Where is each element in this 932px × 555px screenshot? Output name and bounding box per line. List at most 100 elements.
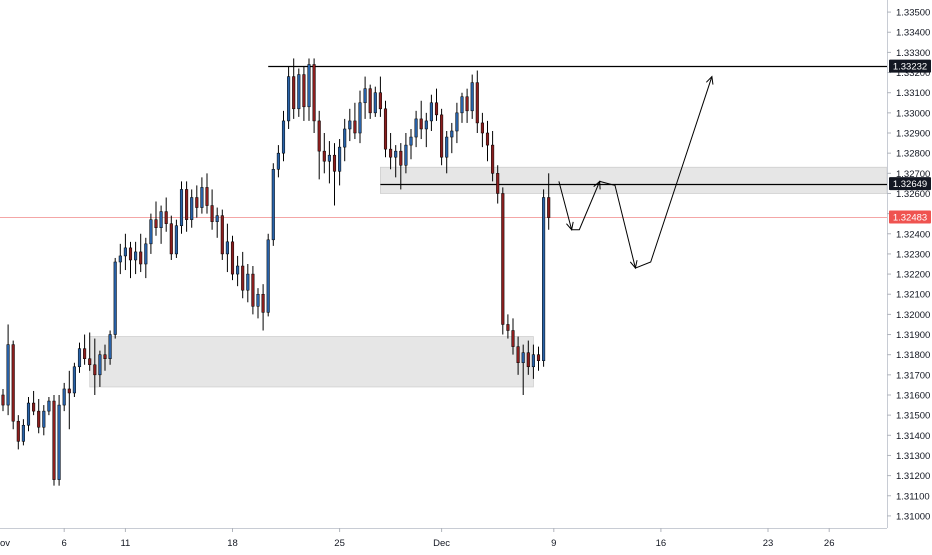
candle-body <box>11 344 15 422</box>
price-label-text: 1.32649 <box>893 179 927 190</box>
candle <box>480 112 484 148</box>
candle-body <box>460 96 464 114</box>
price-tick-label: 1.31500 <box>896 411 930 422</box>
candle <box>103 344 107 371</box>
candle-body <box>149 219 153 245</box>
price-tick-label: 1.31800 <box>896 350 930 361</box>
candle-body <box>251 273 255 307</box>
candle-body <box>179 189 184 226</box>
candle <box>312 58 316 134</box>
candle <box>128 241 133 279</box>
candle <box>404 133 408 174</box>
candle <box>21 419 25 446</box>
candle <box>450 122 454 154</box>
candle <box>297 68 301 117</box>
candle <box>302 66 306 121</box>
projection-arrowhead-2 <box>629 260 638 270</box>
candle <box>98 350 102 387</box>
time-tick-label: 26 <box>824 538 835 549</box>
candle-body <box>1 394 5 406</box>
price-tick-label: 1.32700 <box>896 169 930 180</box>
price-tick-label: 1.32200 <box>896 270 930 281</box>
zone-0 <box>89 336 534 388</box>
candle <box>88 332 92 371</box>
candle-body <box>506 324 510 331</box>
candle-body <box>16 420 20 442</box>
price-tick-label: 1.31600 <box>896 390 930 401</box>
price-label-text: 1.32483 <box>893 212 927 223</box>
candle <box>368 84 372 119</box>
candle <box>414 110 418 148</box>
candle <box>32 390 36 416</box>
candle <box>281 110 286 162</box>
candle-body <box>190 197 194 220</box>
candle-body <box>271 169 275 241</box>
price-label-text: 1.33232 <box>893 62 927 73</box>
candle <box>383 100 388 158</box>
candle-body <box>470 82 474 112</box>
candle <box>332 143 337 206</box>
candle <box>353 102 357 140</box>
candle-body <box>103 354 107 359</box>
price-tick-label: 1.31900 <box>896 330 930 341</box>
candle <box>185 181 189 232</box>
zones-layer <box>89 166 888 388</box>
candle <box>149 213 153 254</box>
candle <box>516 336 520 375</box>
candle <box>52 394 56 486</box>
price-tick-label: 1.32900 <box>896 129 930 140</box>
price-labels: 1.33232 1.32649 1.32483 <box>889 59 931 224</box>
price-tick-label: 1.31400 <box>896 431 930 442</box>
candle-body <box>343 128 347 148</box>
time-tick-label: Dec <box>433 538 450 549</box>
candle-body <box>62 388 66 406</box>
candle-body <box>465 96 469 112</box>
candle <box>154 201 158 236</box>
candle <box>521 344 525 395</box>
candle <box>465 88 469 123</box>
candle-body <box>521 352 525 363</box>
candle <box>470 74 474 119</box>
time-tick-label: 23 <box>763 538 774 549</box>
candle <box>434 88 439 121</box>
candle <box>287 66 291 129</box>
candle <box>93 338 97 395</box>
candle-body <box>307 64 311 108</box>
candle <box>506 314 510 339</box>
candle-body <box>383 108 388 150</box>
candle-body <box>327 154 331 162</box>
candle-body <box>389 148 393 158</box>
price-tick-label: 1.32600 <box>896 189 930 200</box>
candle-body <box>312 64 316 122</box>
candle <box>200 177 204 214</box>
candle <box>419 100 423 140</box>
candle <box>6 324 10 416</box>
candle-body <box>6 344 10 406</box>
candle <box>139 233 143 273</box>
time-tick-label: 9 <box>551 538 556 549</box>
candle-body <box>338 146 342 172</box>
candle-body <box>287 76 291 122</box>
candle <box>72 362 76 398</box>
candle-body <box>215 215 219 222</box>
price-tick-label: 1.31700 <box>896 370 930 381</box>
candle <box>37 399 41 434</box>
candles-layer <box>1 58 551 486</box>
candle <box>42 405 46 436</box>
price-tick-label: 1.32800 <box>896 149 930 160</box>
candle <box>547 173 551 230</box>
candle-body <box>322 150 326 162</box>
zone-1 <box>379 166 888 194</box>
candle <box>496 165 500 204</box>
price-axis[interactable]: 1.31000 1.31100 1.31200 1.31300 1.31400 1.315… <box>887 8 930 523</box>
price-tick-label: 1.33500 <box>896 8 930 19</box>
candle <box>358 90 362 144</box>
candle <box>501 187 505 335</box>
time-axis[interactable]: ov 6 11 18 25 Dec 9 16 23 26 <box>0 528 834 549</box>
price-tick-label: 1.32000 <box>896 310 930 321</box>
candle <box>531 344 535 379</box>
candle <box>424 112 428 148</box>
candle-body <box>210 205 214 222</box>
price-label-box <box>889 59 931 73</box>
